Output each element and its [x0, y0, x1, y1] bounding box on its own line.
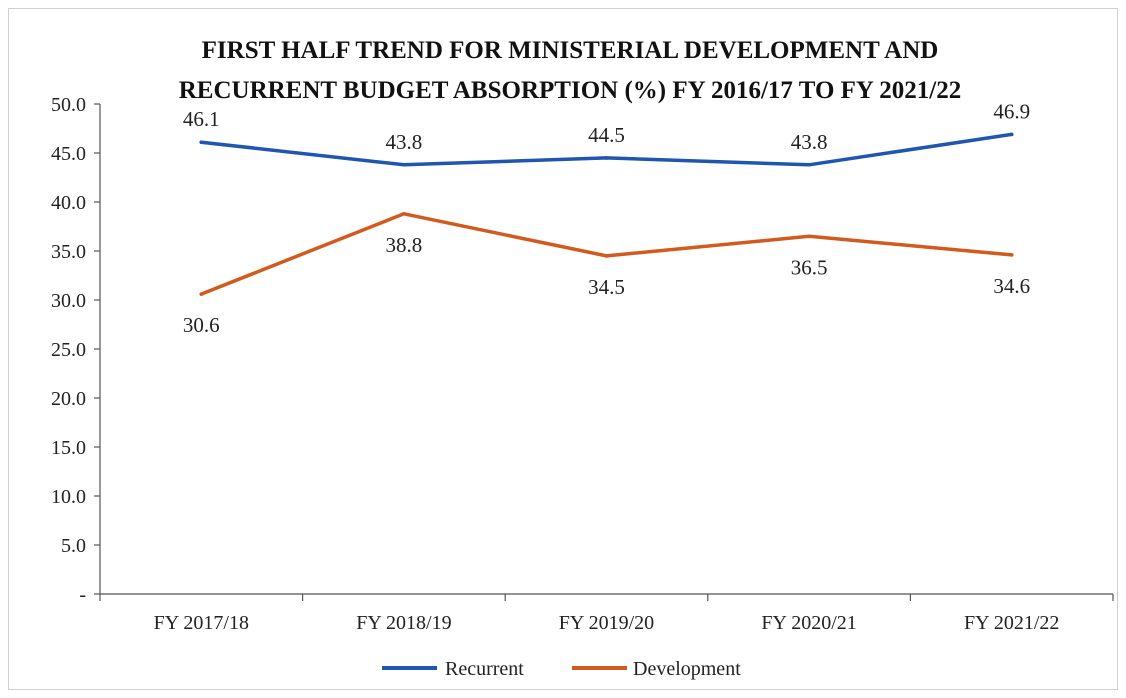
chart-title-line-2: RECURRENT BUDGET ABSORPTION (%) FY 2016/… [179, 77, 962, 104]
y-tick-label: - [79, 584, 86, 606]
data-point-development [1009, 253, 1014, 257]
data-point-recurrent [807, 162, 811, 167]
y-tick-label: 45.0 [51, 143, 86, 165]
data-label-development: 38.8 [386, 233, 423, 257]
y-tick-label: 20.0 [51, 388, 86, 410]
data-point-recurrent [199, 140, 204, 145]
data-label-recurrent: 46.9 [993, 99, 1030, 123]
x-tick-label: FY 2019/20 [559, 612, 654, 634]
data-point-recurrent [604, 156, 609, 160]
x-tick-label: FY 2018/19 [356, 612, 451, 634]
legend-label-development: Development [633, 658, 741, 680]
chart-title: FIRST HALF TREND FOR MINISTERIAL DEVELOP… [179, 37, 962, 104]
data-point-recurrent [1009, 132, 1014, 137]
data-label-recurrent: 46.1 [183, 107, 220, 131]
y-tick-label: 10.0 [51, 486, 86, 508]
legend: Recurrent Development [382, 658, 741, 680]
data-label-development: 36.5 [791, 255, 828, 279]
data-label-development: 34.6 [993, 274, 1030, 298]
x-tick-label: FY 2017/18 [154, 612, 249, 634]
data-point-development [604, 254, 609, 258]
data-point-development [402, 211, 406, 216]
y-tick-label: 15.0 [51, 437, 86, 459]
data-labels: 46.1 43.8 44.5 43.8 46.9 30.6 38.8 34.5 36.5 34.6 [183, 99, 1030, 337]
data-point-recurrent [402, 162, 406, 167]
y-tick-label: 25.0 [51, 339, 86, 361]
data-label-recurrent: 43.8 [791, 130, 828, 154]
y-tick-label: 5.0 [61, 535, 86, 557]
y-tick-label: 40.0 [51, 192, 86, 214]
data-label-recurrent: 43.8 [386, 130, 423, 154]
chart-axes: - 5.0 10.0 15.0 20.0 25.0 30.0 35.0 40.0 45.0 50.0… [51, 94, 1114, 634]
chart-frame [8, 8, 1118, 690]
chart-title-line-1: FIRST HALF TREND FOR MINISTERIAL DEVELOP… [202, 37, 939, 64]
data-label-development: 30.6 [183, 313, 220, 337]
data-point-development [807, 234, 811, 239]
y-tick-label: 30.0 [51, 290, 86, 312]
y-tick-label: 35.0 [51, 241, 86, 263]
x-tick-label: FY 2021/22 [964, 612, 1059, 634]
data-point-development [199, 292, 204, 296]
y-tick-label: 50.0 [51, 94, 86, 116]
series-lines [199, 132, 1014, 296]
data-label-development: 34.5 [588, 275, 625, 299]
x-tick-label: FY 2020/21 [761, 612, 856, 634]
data-label-recurrent: 44.5 [588, 123, 625, 147]
legend-label-recurrent: Recurrent [445, 658, 524, 680]
